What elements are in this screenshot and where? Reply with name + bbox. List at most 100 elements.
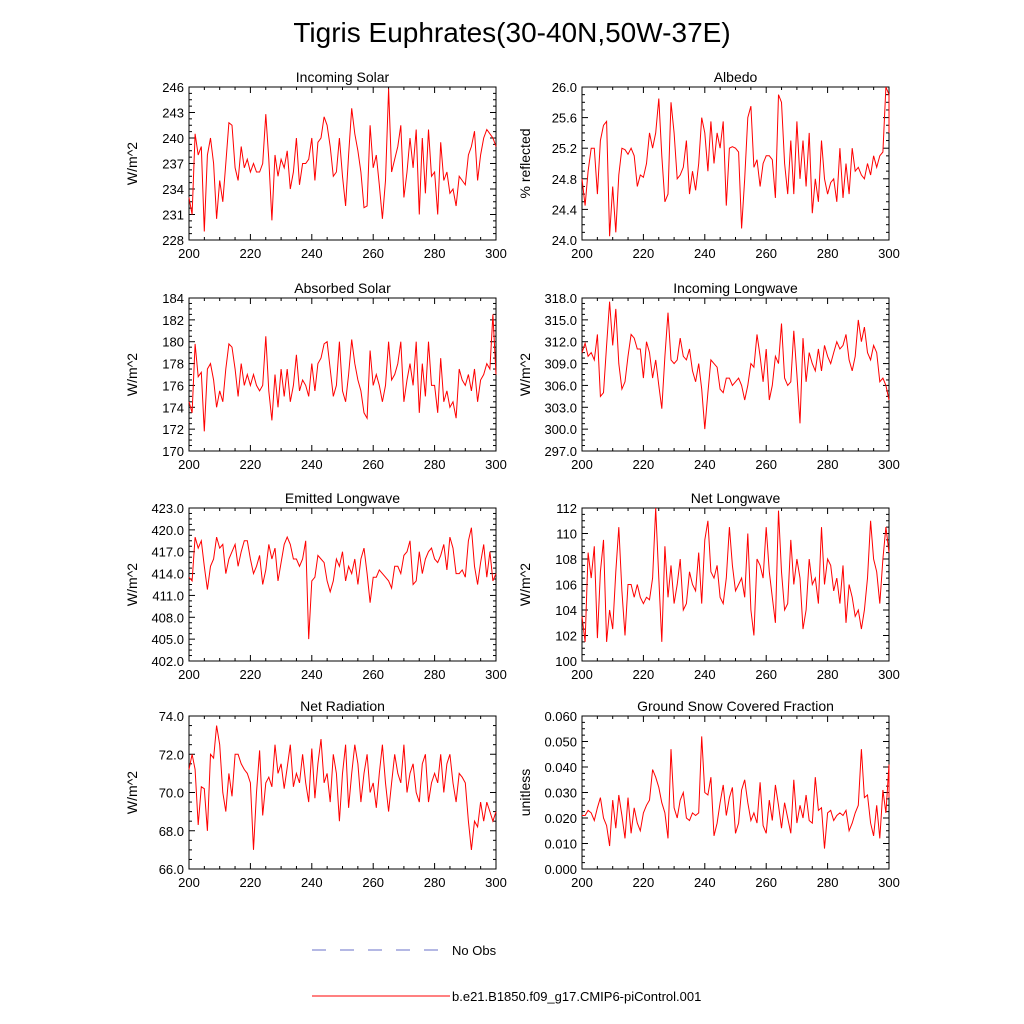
x-tick-label: 280: [817, 457, 839, 472]
x-tick-label: 240: [694, 246, 716, 261]
plot-frame: [188, 507, 497, 662]
x-tick-label: 200: [178, 667, 200, 682]
y-tick-label: 303.0: [544, 400, 577, 415]
y-axis-label: unitless: [517, 769, 533, 816]
y-tick-label: 176: [162, 378, 184, 393]
y-axis-label: W/m^2: [124, 563, 140, 606]
panel-title: Incoming Longwave: [673, 280, 798, 296]
x-tick-label: 240: [301, 457, 323, 472]
y-tick-label: 25.2: [552, 141, 577, 156]
x-tick-label: 240: [301, 875, 323, 890]
y-tick-label: 184: [162, 291, 184, 306]
x-tick-label: 240: [694, 667, 716, 682]
figure-title: Tigris Euphrates(30-40N,50W-37E): [293, 17, 730, 48]
x-tick-label: 300: [485, 875, 507, 890]
y-tick-label: 24.8: [552, 172, 577, 187]
y-tick-label: 309.0: [544, 357, 577, 372]
legend: No Obs b.e21.B1850.f09_g17.CMIP6-piContr…: [312, 943, 701, 1004]
y-tick-label: 68.0: [159, 824, 184, 839]
y-tick-label: 24.4: [552, 202, 577, 217]
panel-title: Net Radiation: [300, 698, 385, 714]
y-axis-label: W/m^2: [124, 353, 140, 396]
y-tick-label: 26.0: [552, 80, 577, 95]
y-tick-label: 0.040: [544, 760, 577, 775]
y-tick-label: 246: [162, 80, 184, 95]
x-tick-label: 300: [485, 457, 507, 472]
x-tick-label: 200: [571, 246, 593, 261]
y-tick-label: 174: [162, 400, 184, 415]
x-tick-label: 280: [424, 875, 446, 890]
y-tick-label: 66.0: [159, 862, 184, 877]
plot-frame: [188, 715, 497, 870]
series-line-net-longwave: [581, 507, 890, 642]
x-tick-label: 260: [362, 246, 384, 261]
y-axis-label: W/m^2: [124, 142, 140, 185]
y-tick-label: 178: [162, 357, 184, 372]
x-tick-label: 260: [755, 667, 777, 682]
x-tick-label: 200: [178, 457, 200, 472]
y-tick-label: 297.0: [544, 444, 577, 459]
y-tick-label: 405.0: [151, 632, 184, 647]
y-tick-label: 74.0: [159, 709, 184, 724]
series-line-emitted-longwave: [188, 527, 497, 640]
y-axis-label: W/m^2: [124, 771, 140, 814]
plot-frame: [188, 297, 497, 452]
x-tick-label: 260: [755, 457, 777, 472]
y-tick-label: 0.030: [544, 786, 577, 801]
y-tick-label: 414.0: [151, 567, 184, 582]
panel-net-radiation: Net Radiation W/m^2 200 220 240 260 280 300 66.0…: [124, 698, 507, 890]
series-line-incoming-longwave: [581, 301, 890, 430]
x-tick-label: 260: [755, 246, 777, 261]
x-tick-label: 220: [633, 667, 655, 682]
y-axis-label: % reflected: [517, 128, 533, 198]
x-tick-label: 220: [633, 246, 655, 261]
x-tick-label: 300: [878, 246, 900, 261]
y-tick-label: 110: [556, 527, 577, 542]
panel-title: Albedo: [714, 69, 758, 85]
y-tick-label: 104: [555, 603, 577, 618]
y-tick-label: 0.020: [544, 811, 577, 826]
x-tick-label: 200: [178, 875, 200, 890]
legend-model-label: b.e21.B1850.f09_g17.CMIP6-piControl.001: [452, 989, 701, 1004]
x-tick-label: 200: [178, 246, 200, 261]
y-tick-label: 228: [162, 233, 184, 248]
x-tick-label: 260: [362, 667, 384, 682]
y-tick-label: 300.0: [544, 422, 577, 437]
y-tick-label: 417.0: [151, 545, 184, 560]
y-tick-label: 411.0: [152, 588, 184, 603]
y-tick-label: 243: [162, 106, 184, 121]
panel-title: Absorbed Solar: [294, 280, 391, 296]
x-tick-label: 220: [633, 875, 655, 890]
y-tick-label: 402.0: [151, 654, 184, 669]
x-tick-label: 300: [485, 246, 507, 261]
x-tick-label: 300: [878, 667, 900, 682]
x-tick-label: 300: [878, 457, 900, 472]
x-tick-label: 260: [362, 457, 384, 472]
x-tick-label: 200: [571, 457, 593, 472]
x-tick-label: 240: [694, 875, 716, 890]
panel-incoming-longwave: Incoming Longwave W/m^2 200 220 240 260 280 300…: [517, 280, 900, 472]
y-tick-label: 0.010: [544, 837, 577, 852]
y-tick-label: 231: [162, 208, 184, 223]
x-tick-label: 220: [240, 457, 262, 472]
panel-ground-snow-covered-fraction: Ground Snow Covered Fraction unitless 200 2…: [517, 698, 900, 890]
y-tick-label: 170: [162, 444, 184, 459]
panel-albedo: Albedo % reflected 200 220 240 260 280 300 24.0 2…: [517, 69, 900, 261]
y-tick-label: 180: [162, 335, 184, 350]
y-tick-label: 102: [555, 629, 577, 644]
plot-frame: [581, 715, 890, 870]
x-tick-label: 220: [633, 457, 655, 472]
plot-frame: [581, 86, 890, 241]
y-tick-label: 108: [555, 552, 577, 567]
series-line-albedo: [581, 86, 890, 237]
series-line-ground-snow-covered-fraction: [582, 736, 890, 849]
y-tick-label: 318.0: [544, 291, 577, 306]
panel-incoming-solar: Incoming Solar W/m^2 200 220 240 260 280 300 228…: [124, 69, 507, 261]
y-axis-label: W/m^2: [517, 353, 533, 396]
y-tick-label: 112: [556, 501, 577, 516]
x-tick-label: 280: [424, 667, 446, 682]
series-line-absorbed-solar: [188, 314, 497, 432]
y-tick-label: 0.060: [544, 709, 577, 724]
panel-title: Emitted Longwave: [285, 490, 400, 506]
